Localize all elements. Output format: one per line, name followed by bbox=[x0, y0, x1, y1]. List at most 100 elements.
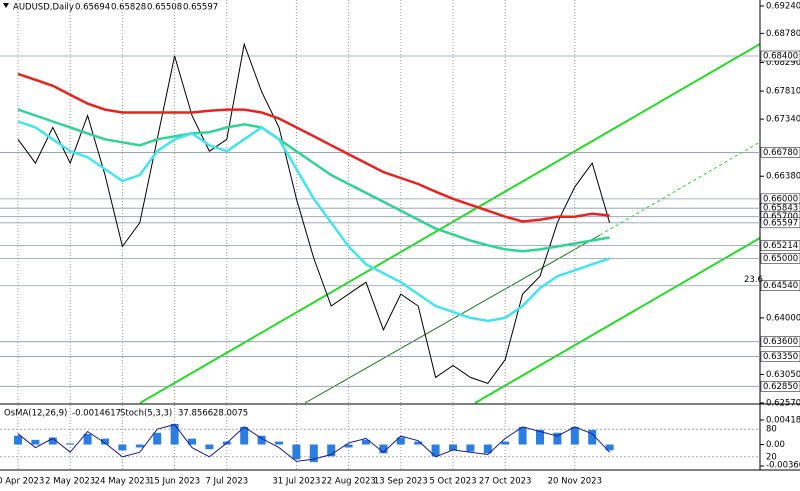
level-box bbox=[760, 240, 800, 251]
osma-bar bbox=[431, 444, 440, 457]
x-tick-label: 5 Oct 2023 bbox=[429, 477, 476, 487]
osma-bar bbox=[48, 437, 57, 445]
osma-bar bbox=[309, 444, 318, 463]
osma-bar bbox=[31, 439, 40, 445]
osma-bar bbox=[483, 444, 492, 454]
close: 0.65597 bbox=[183, 3, 218, 13]
y-tick-label: 0.68290 bbox=[766, 58, 800, 68]
symbol: AUDUSD,Daily bbox=[13, 3, 74, 13]
level-label: 0.65700 bbox=[763, 212, 798, 222]
level-label: 0.63350 bbox=[763, 352, 798, 362]
osma-bar bbox=[344, 444, 353, 448]
y-tick-label: 0.62570 bbox=[766, 399, 800, 409]
x-tick-label: 27 Oct 2023 bbox=[479, 477, 532, 487]
high: 0.65828 bbox=[111, 3, 146, 13]
low: 0.65508 bbox=[147, 3, 182, 13]
osma-bar bbox=[205, 444, 214, 450]
y-tick-label: 0.69240 bbox=[766, 2, 800, 12]
osma-bar bbox=[466, 444, 475, 452]
x-tick-label: 15 Jun 2023 bbox=[149, 477, 200, 487]
osc-tick-label: 0.00 bbox=[766, 440, 785, 450]
x-tick-label: 13 Sep 2023 bbox=[374, 477, 428, 487]
osma-bar bbox=[518, 426, 527, 445]
osc-tick-label: -0.00366 bbox=[766, 461, 800, 471]
x-tick-label: 20 Nov 2023 bbox=[548, 477, 602, 487]
level-label: 0.65597 bbox=[763, 218, 798, 228]
y-tick-label: 0.67810 bbox=[766, 87, 800, 97]
y-tick-label: 0.64000 bbox=[766, 313, 800, 323]
level-box bbox=[760, 280, 800, 291]
osma-bar bbox=[379, 444, 388, 454]
level-box bbox=[760, 217, 800, 229]
osma-value: -0.0014617 bbox=[72, 409, 121, 419]
osma-bar bbox=[605, 444, 614, 451]
osma-bar bbox=[66, 443, 75, 445]
osma-bar bbox=[257, 435, 266, 445]
osma-bar bbox=[327, 444, 336, 457]
level-label: 0.66000 bbox=[763, 194, 798, 204]
level-label: 0.62850 bbox=[763, 382, 798, 392]
series-line bbox=[17, 72, 610, 223]
osma-bar bbox=[14, 435, 22, 445]
stoch-name: Stoch(5,3,3) bbox=[120, 409, 172, 419]
level-label: 0.65214 bbox=[763, 241, 798, 251]
channel-upper bbox=[139, 43, 761, 404]
x-tick-label: 24 May 2023 bbox=[95, 477, 150, 487]
osma-bar bbox=[83, 433, 92, 445]
x-tick-label: 10 Apr 2023 bbox=[0, 477, 44, 487]
series-line bbox=[17, 120, 611, 323]
channel-lower bbox=[474, 237, 761, 404]
stoch-main: 37.8566 bbox=[178, 409, 213, 419]
stoch-signal: 28.0075 bbox=[213, 409, 248, 419]
stoch-line bbox=[17, 424, 610, 462]
osc-level-label: 20 bbox=[766, 452, 777, 462]
menu-arrow bbox=[3, 3, 9, 8]
osma-bar bbox=[570, 426, 579, 445]
osma-bar bbox=[396, 437, 405, 445]
x-tick-label: 2 May 2023 bbox=[45, 477, 95, 487]
level-box bbox=[760, 50, 800, 62]
level-label: 0.64540 bbox=[763, 281, 798, 291]
osma-bar bbox=[188, 438, 196, 445]
osma-bar bbox=[170, 423, 179, 445]
series-line bbox=[17, 108, 610, 253]
osma-bar bbox=[118, 444, 127, 451]
osma-bar bbox=[553, 432, 562, 445]
osma-bar bbox=[292, 444, 301, 460]
level-label: 0.66780 bbox=[763, 148, 798, 158]
osma-bar bbox=[414, 441, 423, 445]
level-label: 0.63600 bbox=[763, 337, 798, 347]
osma-bar bbox=[240, 426, 249, 445]
osma-bar bbox=[362, 439, 370, 445]
osma-bar bbox=[135, 444, 144, 448]
osma-bar bbox=[588, 429, 597, 445]
osma-name: OsMA(12,26,9) bbox=[4, 409, 67, 419]
level-box bbox=[760, 336, 800, 347]
osma-bar bbox=[153, 432, 162, 445]
osma-bar bbox=[536, 429, 544, 445]
y-tick-label: 0.63050 bbox=[766, 370, 800, 380]
x-tick-label: 7 Jul 2023 bbox=[205, 477, 248, 487]
y-tick-label: 0.67340 bbox=[766, 115, 800, 125]
level-box bbox=[760, 253, 800, 264]
osma-bar bbox=[501, 441, 510, 445]
channel-lines bbox=[139, 43, 761, 404]
x-tick-label: 22 Aug 2023 bbox=[321, 477, 375, 487]
channel-mid-ext bbox=[599, 141, 761, 236]
x-tick-label: 31 Jul 2023 bbox=[272, 477, 320, 487]
osma-bar bbox=[101, 438, 109, 445]
osc-tick-label: 0.0041803 bbox=[766, 416, 800, 426]
y-tick-label: 0.66380 bbox=[766, 172, 800, 182]
y-tick-label: 0.68780 bbox=[766, 29, 800, 39]
level-box bbox=[760, 147, 800, 158]
level-label: 0.65843 bbox=[763, 204, 798, 214]
osc-level-label: 80 bbox=[766, 425, 777, 435]
level-box bbox=[760, 381, 800, 392]
fib-label: 23.6 bbox=[744, 275, 763, 285]
channel-mid bbox=[304, 234, 601, 404]
level-label: 0.68400 bbox=[763, 51, 798, 61]
series-line bbox=[17, 42, 611, 384]
osma-bar bbox=[275, 441, 283, 445]
open: 0.65694 bbox=[75, 3, 110, 13]
